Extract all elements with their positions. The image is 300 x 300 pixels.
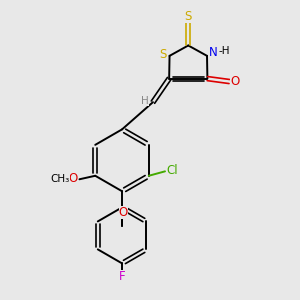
Text: Cl: Cl xyxy=(167,164,178,177)
Text: H: H xyxy=(141,96,148,106)
Text: N: N xyxy=(209,46,218,59)
Text: F: F xyxy=(119,270,125,283)
Text: O: O xyxy=(68,172,78,185)
Text: S: S xyxy=(184,10,192,23)
Text: CH₃: CH₃ xyxy=(51,174,70,184)
Text: O: O xyxy=(118,206,128,219)
Text: -H: -H xyxy=(218,46,230,56)
Text: O: O xyxy=(230,75,239,88)
Text: S: S xyxy=(159,48,167,61)
